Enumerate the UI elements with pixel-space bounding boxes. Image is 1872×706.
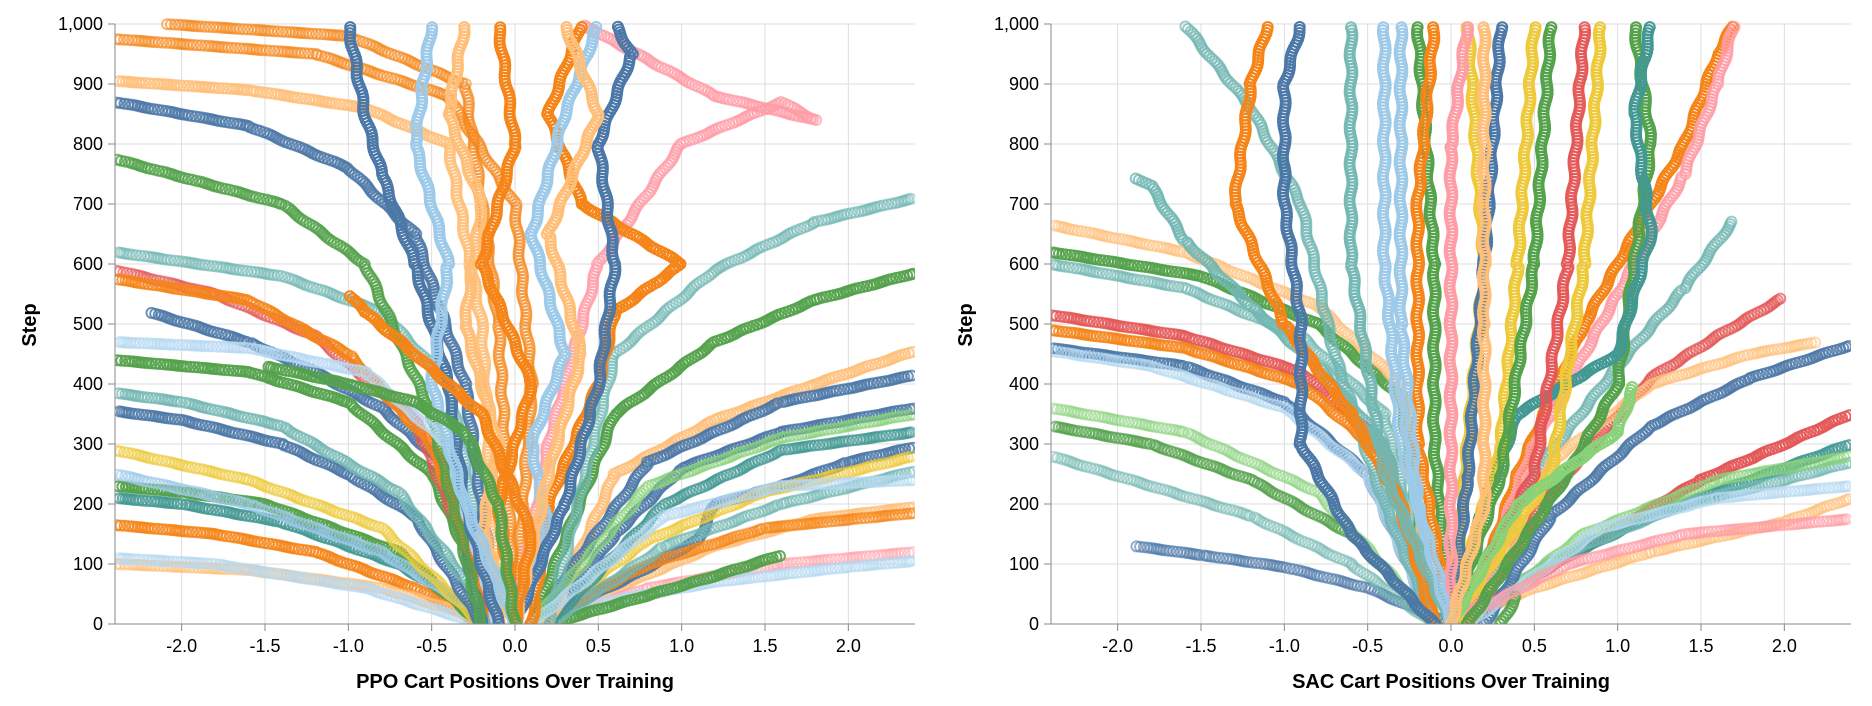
- ppo-position-point: [777, 479, 790, 492]
- ppo-position-point: [855, 512, 868, 525]
- ppo-position-point: [213, 558, 226, 571]
- ppo-position-point: [194, 526, 207, 539]
- ppo-position-point: [906, 346, 915, 358]
- ppo-trajectory-series: [115, 552, 487, 624]
- ppo-position-point: [889, 474, 902, 487]
- ppo-position-point: [115, 480, 125, 493]
- ppo-position-point: [892, 474, 905, 487]
- ppo-marks: [115, 18, 915, 624]
- ppo-position-point: [906, 501, 915, 514]
- ppo-position-point: [893, 508, 906, 521]
- ppo-position-point: [116, 480, 129, 493]
- ppo-position-point: [821, 515, 834, 528]
- ppo-position-point: [904, 426, 915, 439]
- ppo-chart-panel: -2.0 -1.5 -1.0 -0.5 0.0 0.5 1.0 1.5 2.0010020030…: [19, 14, 915, 693]
- ppo-trajectory-series: [115, 468, 506, 624]
- ppo-trajectory-series: [526, 474, 915, 624]
- ppo-position-point: [819, 478, 832, 490]
- ppo-position-point: [850, 476, 863, 489]
- ppo-position-point: [640, 482, 652, 495]
- ppo-position-point: [825, 562, 838, 575]
- ppo-position-point: [907, 402, 915, 415]
- ppo-position-point: [705, 337, 718, 350]
- ppo-position-point: [906, 267, 915, 280]
- ppo-position-point: [905, 369, 915, 382]
- ppo-position-point: [115, 552, 126, 565]
- ppo-position-point: [118, 519, 131, 532]
- ppo-position-point: [178, 556, 191, 569]
- ppo-position-point: [883, 557, 896, 570]
- ppo-position-point: [809, 439, 822, 452]
- ppo-position-point: [652, 543, 665, 556]
- ppo-position-point: [141, 553, 154, 566]
- ppo-position-point: [885, 475, 898, 487]
- ppo-position-point: [190, 526, 203, 539]
- ppo-position-point: [122, 520, 135, 533]
- ppo-position-point: [889, 508, 902, 521]
- ppo-position-point: [752, 571, 765, 583]
- ppo-position-point: [144, 495, 157, 508]
- ppo-position-point: [175, 555, 188, 568]
- ppo-position-point: [879, 557, 892, 570]
- ppo-position-point: [156, 523, 169, 536]
- ppo-position-point: [854, 476, 867, 489]
- ppo-position-point: [905, 450, 915, 463]
- ppo-position-point: [904, 192, 915, 205]
- ppo-position-point: [620, 398, 633, 411]
- ppo-position-point: [907, 408, 915, 421]
- ppo-position-point: [771, 397, 784, 410]
- ppo-position-point: [756, 570, 769, 583]
- ppo-trajectory-series: [526, 408, 915, 624]
- ppo-position-point: [144, 554, 157, 567]
- ppo-position-point: [907, 474, 915, 487]
- ppo-position-point: [180, 498, 192, 511]
- ppo-position-point: [829, 562, 842, 575]
- ppo-position-point: [209, 558, 222, 570]
- ppo-position-point: [773, 550, 786, 562]
- ppo-position-point: [781, 479, 794, 492]
- ppo-position-point: [816, 478, 828, 491]
- ppo-position-point: [907, 507, 915, 520]
- ppo-position-point: [115, 519, 123, 532]
- ppo-position-point: [775, 444, 788, 456]
- ppo-position-point: [817, 516, 830, 529]
- ppo-position-point: [905, 555, 915, 568]
- ppo-position-point: [791, 566, 804, 579]
- ppo-position-point: [783, 519, 796, 532]
- ppo-trajectory-series: [542, 550, 786, 624]
- ppo-position-point: [844, 560, 857, 573]
- ppo-position-point: [115, 492, 126, 505]
